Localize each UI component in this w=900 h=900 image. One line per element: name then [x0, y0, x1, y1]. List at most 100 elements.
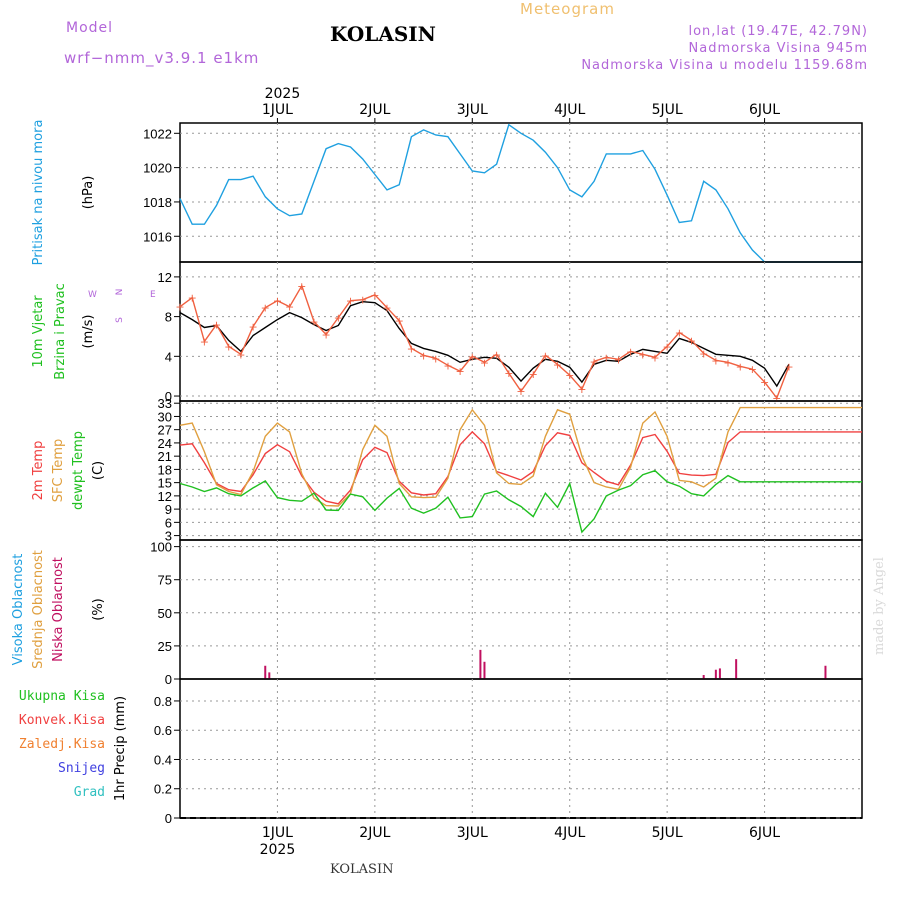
y-tick-label: 33 [158, 396, 172, 411]
wind-gust-point: + [529, 368, 538, 381]
pressure-series-line [179, 123, 862, 263]
wind-gust-point: + [699, 347, 708, 360]
clouds-bar [268, 672, 271, 679]
wind-gust-point: + [419, 349, 428, 362]
wind-ylabel: 10m Vjetar [31, 295, 46, 368]
temperature-series-line [179, 430, 862, 505]
wind-gust-point: + [565, 369, 574, 382]
wind-gust-point: + [395, 315, 404, 328]
wind-gust-point: + [309, 316, 318, 329]
wind-ylabel: Brzina i Pravac [53, 283, 68, 380]
meteogram-title: Meteogram [520, 0, 615, 18]
bottom-day-label: 6JUL [749, 825, 780, 841]
temperature-ylabel: SFC Temp [51, 439, 66, 503]
lon-lat-label: lon,lat (19.47E, 42.79N) [688, 24, 868, 39]
wind-gust-point: + [175, 301, 184, 314]
y-tick-label: 100 [150, 540, 172, 555]
wind-gust-point: + [443, 359, 452, 372]
y-tick-label: 0 [165, 672, 172, 687]
wind-gust-point: + [346, 295, 355, 308]
wind-gust-point: + [212, 319, 221, 332]
y-tick-label: 21 [158, 449, 172, 464]
wind-gust-point: + [638, 348, 647, 361]
wind-ylabel: (m/s) [81, 315, 96, 349]
model-altitude-label: Nadmorska Visina u modelu 1159.68m [581, 58, 868, 73]
precipitation-frame [179, 678, 863, 819]
y-tick-label: 0 [165, 811, 172, 826]
clouds-bar [718, 668, 721, 679]
wind-gust-point: + [626, 345, 635, 358]
y-tick-label: 0.2 [154, 782, 172, 797]
top-day-label: 6JUL [749, 102, 780, 118]
clouds-bar [714, 669, 717, 679]
wind-gust-point: + [224, 340, 233, 353]
wind-gust-point: + [407, 342, 416, 355]
precip-ylabel: 1hr Precip (mm) [113, 696, 128, 801]
pressure-frame [179, 122, 863, 263]
y-tick-label: 12 [158, 489, 172, 504]
wind-gust-point: + [784, 360, 793, 373]
wind-gust-point: + [248, 321, 257, 334]
compass-e: E [150, 290, 156, 300]
wind-gust-point: + [200, 335, 209, 348]
y-tick-label: 24 [158, 436, 172, 451]
bottom-day-label: 5JUL [652, 825, 683, 841]
wind-gust-point: + [455, 365, 464, 378]
footer-station: KOLASIN [330, 862, 394, 877]
pressure-ylabel: Pritisak na nivou mora [31, 120, 46, 266]
y-tick-label: 9 [165, 502, 172, 517]
wind-gust-point: + [602, 351, 611, 364]
compass-s: S [115, 317, 125, 323]
wind-gust-point: + [370, 289, 379, 302]
pressure-ylabel: (hPa) [81, 176, 96, 210]
temperature-series-line [179, 469, 862, 534]
wind-gust-point: + [589, 355, 598, 368]
wind-gust-point: + [382, 302, 391, 315]
precip-legend-item: Ukupna Kisa [19, 689, 105, 704]
wind-gust-point: + [516, 385, 525, 398]
wind-series-line [179, 284, 790, 400]
y-tick-label: 4 [165, 349, 172, 364]
y-tick-label: 1018 [143, 195, 172, 210]
wind-gust-point: + [723, 356, 732, 369]
y-tick-label: 0.4 [154, 752, 172, 767]
model-label: Model [66, 20, 114, 36]
clouds-panel: 0 25 50 75 100 Visoka Oblacnost Srednja Oblacn… [11, 539, 863, 687]
top-day-label: 2JUL [359, 102, 390, 118]
wind-gust-point: + [760, 376, 769, 389]
y-tick-label: 1022 [143, 126, 172, 141]
wind-gust-point: + [297, 280, 306, 293]
wind-gust-point: + [614, 353, 623, 366]
clouds-frame [179, 539, 863, 680]
wind-gust-point: + [480, 356, 489, 369]
clouds-bar [483, 661, 486, 679]
wind-gust-point: + [748, 363, 757, 376]
precip-legend-item: Zaledj.Kisa [19, 737, 105, 752]
compass-w: W [88, 290, 97, 300]
top-day-label: 4JUL [554, 102, 585, 118]
wind-gust-point: + [650, 351, 659, 364]
wind-gust-point: + [188, 292, 197, 305]
wind-gust-point: + [334, 312, 343, 325]
temperature-frame [179, 400, 863, 541]
bottom-day-label: 4JUL [554, 825, 585, 841]
y-tick-label: 1016 [143, 229, 172, 244]
y-tick-label: 18 [158, 462, 172, 477]
wind-gust-point: + [358, 294, 367, 307]
clouds-bar [824, 665, 827, 679]
altitude-label: Nadmorska Visina 945m [688, 41, 868, 56]
precip-legend-item: Konvek.Kisa [19, 713, 105, 728]
y-tick-label: 27 [158, 423, 172, 438]
temperature-ylabel: dewpt Temp [71, 431, 86, 510]
y-tick-label: 0 [165, 389, 172, 404]
wind-gust-point: + [236, 348, 245, 361]
y-tick-label: 30 [158, 409, 172, 424]
wind-gust-point: + [663, 340, 672, 353]
y-tick-label: 50 [158, 606, 172, 621]
clouds-ylabel: (%) [91, 598, 106, 621]
bottom-day-label: 2JUL [359, 825, 390, 841]
temperature-series-line [179, 406, 862, 507]
